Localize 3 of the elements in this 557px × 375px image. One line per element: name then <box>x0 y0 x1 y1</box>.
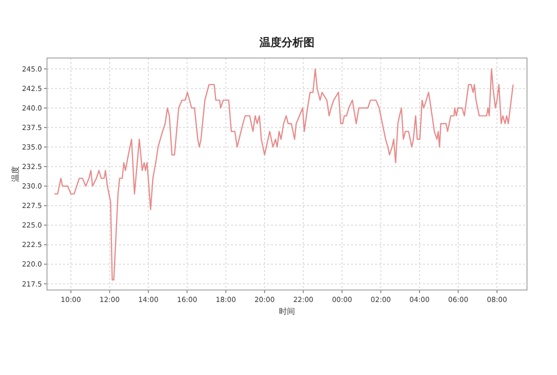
x-axis-title: 时间 <box>279 307 295 316</box>
y-axis-title: 温度 <box>11 166 20 182</box>
chart-title: 温度分析图 <box>258 36 314 49</box>
